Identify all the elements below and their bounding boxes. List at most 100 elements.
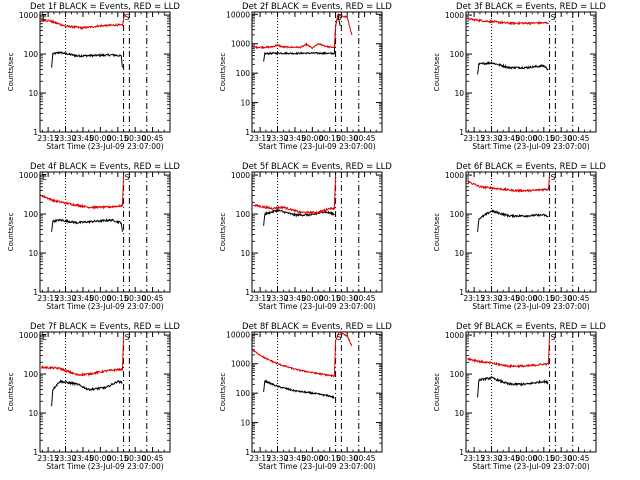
- series-line-events: [477, 60, 549, 75]
- plot-frame: [465, 331, 597, 453]
- y-tick-label: 1: [33, 288, 38, 297]
- panel-title: Det 8f BLACK = Events, RED = LLD: [242, 322, 392, 332]
- y-tick-label: 10: [240, 419, 250, 428]
- x-tick-label: 00:30: [124, 294, 146, 303]
- x-tick-label: 00:45: [568, 294, 590, 303]
- x-tick-label: 23:45: [498, 134, 520, 143]
- x-tick-label: 23:15: [463, 294, 485, 303]
- flag-top-right: S: [551, 333, 556, 342]
- plot-frame: [465, 171, 597, 293]
- y-axis-label: Counts/sec: [7, 213, 15, 252]
- x-axis-label: Start Time (23-Jul-09 23:07:00): [472, 142, 589, 151]
- y-tick-label: 1: [459, 128, 464, 137]
- series-line-events: [477, 209, 549, 232]
- y-tick-label: 10: [454, 249, 464, 258]
- x-tick-label: 00:45: [354, 294, 376, 303]
- series-line-events: [263, 15, 341, 62]
- x-tick-label: 00:30: [336, 294, 358, 303]
- chart-panel-3: Det 3f BLACK = Events, RED = LLD 1 10 100 10…: [433, 2, 606, 151]
- chart-panel-1: Det 1f BLACK = Events, RED = LLD 1 10 100 10…: [7, 2, 180, 151]
- panel-title: Det 7f BLACK = Events, RED = LLD: [30, 322, 180, 332]
- y-tick-label: 100: [24, 210, 39, 219]
- series-line-lld: [466, 175, 551, 194]
- x-tick-label: 00:15: [533, 294, 555, 303]
- y-tick-label: 100: [236, 210, 251, 219]
- x-tick-label: 00:45: [142, 454, 164, 463]
- y-tick-label: 10000: [226, 10, 250, 19]
- x-tick-label: 00:45: [568, 134, 590, 143]
- x-tick-label: 23:45: [284, 454, 306, 463]
- flag-top-right: S: [551, 173, 556, 182]
- y-tick-label: 1: [33, 128, 38, 137]
- x-tick-label: 23:45: [284, 294, 306, 303]
- x-tick-label: 23:15: [249, 454, 271, 463]
- panel-title: Det 2f BLACK = Events, RED = LLD: [242, 2, 392, 12]
- y-tick-label: 1000: [231, 40, 250, 49]
- y-tick-label: 1000: [231, 360, 250, 369]
- x-tick-label: 23:15: [463, 454, 485, 463]
- panel-title: Det 4f BLACK = Events, RED = LLD: [30, 162, 180, 172]
- x-tick-label: 23:15: [463, 134, 485, 143]
- x-tick-label: 23:30: [267, 454, 289, 463]
- x-tick-label: 23:45: [72, 454, 94, 463]
- x-tick-label: 00:30: [336, 454, 358, 463]
- y-tick-label: 1000: [445, 11, 464, 20]
- x-tick-label: 23:30: [267, 294, 289, 303]
- x-tick-label: 23:30: [481, 294, 503, 303]
- x-tick-label: 23:45: [72, 294, 94, 303]
- y-tick-label: 1: [245, 128, 250, 137]
- panel-title: Det 5f BLACK = Events, RED = LLD: [242, 162, 392, 172]
- series-line-events: [51, 217, 123, 232]
- chart-panel-2: Det 2f BLACK = Events, RED = LLD 1 10 100 10…: [219, 2, 392, 151]
- x-axis-label: Start Time (23-Jul-09 23:07:00): [472, 462, 589, 471]
- x-tick-label: 00:15: [107, 454, 129, 463]
- flag-top-left: E: [42, 13, 47, 22]
- x-tick-label: 23:30: [55, 134, 77, 143]
- series-line-lld: [252, 13, 353, 50]
- x-tick-label: 00:45: [568, 454, 590, 463]
- plot-frame: [39, 171, 171, 293]
- x-tick-label: 00:30: [550, 294, 572, 303]
- y-tick-label: 100: [236, 69, 251, 78]
- y-tick-label: 1000: [445, 171, 464, 180]
- x-tick-label: 00:15: [319, 134, 341, 143]
- flag-top-right: S: [337, 333, 342, 342]
- series-line-events: [263, 208, 335, 226]
- x-tick-label: 23:45: [72, 134, 94, 143]
- x-tick-label: 23:30: [267, 134, 289, 143]
- x-tick-label: 00:00: [516, 134, 538, 143]
- x-tick-label: 00:15: [533, 134, 555, 143]
- series-line-events: [51, 379, 123, 407]
- panel-title: Det 9f BLACK = Events, RED = LLD: [456, 322, 606, 332]
- x-tick-label: 23:30: [55, 294, 77, 303]
- y-axis-label: Counts/sec: [433, 213, 441, 252]
- x-tick-label: 00:15: [319, 454, 341, 463]
- x-tick-label: 00:45: [142, 294, 164, 303]
- x-tick-label: 00:15: [533, 454, 555, 463]
- y-tick-label: 1000: [445, 331, 464, 340]
- y-axis-label: Counts/sec: [219, 213, 227, 252]
- x-tick-label: 23:15: [37, 294, 59, 303]
- x-tick-label: 23:15: [249, 134, 271, 143]
- x-tick-label: 00:15: [107, 294, 129, 303]
- x-tick-label: 23:45: [498, 454, 520, 463]
- y-tick-label: 10000: [226, 330, 250, 339]
- plot-frame: [251, 331, 383, 453]
- x-tick-label: 00:00: [90, 294, 112, 303]
- x-tick-label: 23:30: [55, 454, 77, 463]
- x-tick-label: 00:00: [90, 134, 112, 143]
- y-tick-label: 1: [245, 448, 250, 457]
- flag-top-right: S: [337, 13, 342, 22]
- x-tick-label: 00:45: [354, 454, 376, 463]
- series-line-events: [263, 379, 335, 399]
- panel-title: Det 3f BLACK = Events, RED = LLD: [456, 2, 606, 12]
- y-tick-label: 100: [24, 370, 39, 379]
- y-tick-label: 10: [454, 409, 464, 418]
- x-tick-label: 00:30: [550, 134, 572, 143]
- y-tick-label: 100: [24, 50, 39, 59]
- chart-panel-7: Det 7f BLACK = Events, RED = LLD 1 10 100 10…: [7, 322, 180, 471]
- x-tick-label: 00:00: [516, 294, 538, 303]
- x-tick-label: 00:00: [302, 294, 324, 303]
- x-tick-label: 00:00: [302, 134, 324, 143]
